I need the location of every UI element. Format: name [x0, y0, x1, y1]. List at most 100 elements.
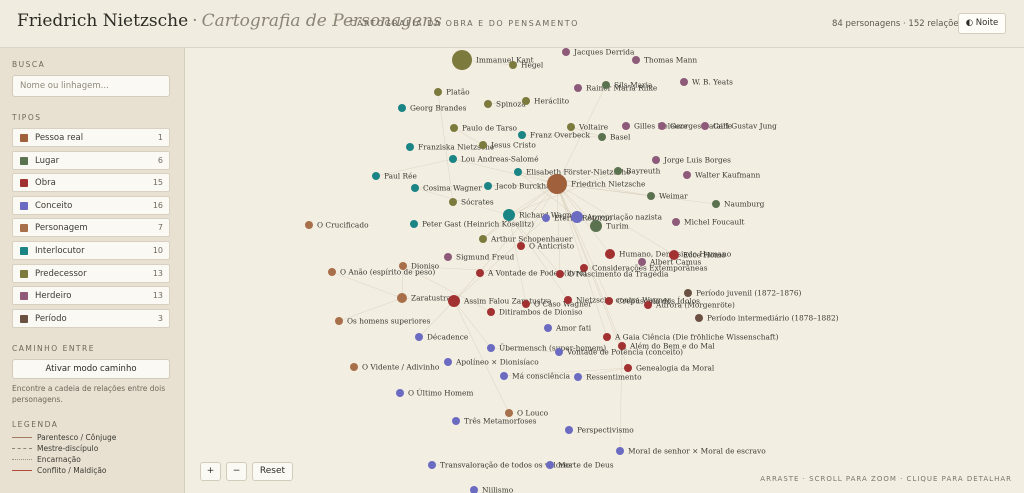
type-filter-item[interactable]: Período 3: [12, 308, 170, 328]
node-dot[interactable]: [335, 317, 343, 325]
node-dot[interactable]: [658, 122, 666, 130]
graph-node[interactable]: Apropriação nazista: [571, 211, 663, 223]
node-dot[interactable]: [328, 268, 336, 276]
graph-node[interactable]: Morte de Deus: [546, 461, 614, 470]
node-dot[interactable]: [544, 324, 552, 332]
node-dot[interactable]: [517, 242, 525, 250]
graph-node[interactable]: Ecce Homo: [669, 250, 726, 260]
node-dot[interactable]: [547, 174, 567, 194]
graph-node[interactable]: Sócrates: [449, 198, 494, 207]
type-filter-item[interactable]: Pessoa real 1: [12, 128, 170, 147]
type-filter-item[interactable]: Lugar 6: [12, 150, 170, 170]
node-dot[interactable]: [680, 78, 688, 86]
graph-node[interactable]: Vontade de Potência (conceito): [555, 348, 683, 357]
node-dot[interactable]: [487, 308, 495, 316]
graph-node[interactable]: Basel: [598, 133, 631, 142]
graph-node[interactable]: Michel Foucault: [672, 218, 745, 227]
node-dot[interactable]: [567, 123, 575, 131]
node-dot[interactable]: [406, 143, 414, 151]
node-dot[interactable]: [500, 372, 508, 380]
graph-node[interactable]: Décadence: [415, 333, 468, 342]
node-dot[interactable]: [444, 358, 452, 366]
graph-node[interactable]: Bayreuth: [614, 167, 661, 176]
node-dot[interactable]: [470, 486, 478, 493]
graph-node[interactable]: Immanuel Kant: [452, 50, 534, 70]
graph-node[interactable]: Assim Falou Zaratustra: [448, 295, 552, 307]
graph-node[interactable]: Turim: [590, 220, 629, 232]
node-dot[interactable]: [605, 249, 615, 259]
graph-node[interactable]: Franz Overbeck: [518, 131, 590, 140]
graph-node[interactable]: Albert Camus: [638, 258, 701, 267]
node-dot[interactable]: [574, 373, 582, 381]
type-filter-item[interactable]: Predecessor 13: [12, 263, 170, 283]
graph-node[interactable]: Jesus Cristo: [479, 141, 536, 150]
node-dot[interactable]: [590, 220, 602, 232]
graph-node[interactable]: Übermensch (super-homem): [487, 344, 606, 353]
graph-canvas[interactable]: Immanuel Kant Hegel Jacques Derrida Thomas …: [186, 48, 1024, 493]
graph-node[interactable]: Spinoza: [484, 100, 526, 109]
graph-node[interactable]: Período intermediário (1878–1882): [695, 314, 839, 323]
node-dot[interactable]: [712, 200, 720, 208]
reset-button[interactable]: Reset: [252, 462, 293, 481]
node-dot[interactable]: [509, 61, 517, 69]
graph-node[interactable]: Perspectivismo: [565, 426, 634, 435]
graph-node[interactable]: Paulo de Tarso: [450, 124, 518, 133]
graph-node[interactable]: Nietzsche contra Wagner: [564, 296, 671, 305]
node-dot[interactable]: [647, 192, 655, 200]
node-dot[interactable]: [484, 100, 492, 108]
graph-node[interactable]: O Vidente / Adivinho: [350, 363, 440, 372]
type-filter-item[interactable]: Interlocutor 10: [12, 240, 170, 260]
path-mode-button[interactable]: Ativar modo caminho: [12, 359, 170, 379]
graph-node[interactable]: Franziska Nietzsche: [406, 143, 494, 152]
node-dot[interactable]: [616, 447, 624, 455]
node-dot[interactable]: [434, 88, 442, 96]
graph-node[interactable]: Rainer Maria Rilke: [574, 84, 657, 93]
node-dot[interactable]: [476, 269, 484, 277]
graph-node[interactable]: Período juvenil (1872–1876): [684, 289, 802, 298]
node-dot[interactable]: [518, 131, 526, 139]
type-filter-item[interactable]: Personagem 7: [12, 218, 170, 238]
graph-node[interactable]: Georg Brandes: [398, 104, 467, 113]
node-dot[interactable]: [556, 270, 564, 278]
node-dot[interactable]: [580, 264, 588, 272]
graph-node[interactable]: Hegel: [509, 61, 544, 70]
node-dot[interactable]: [522, 97, 530, 105]
node-dot[interactable]: [701, 122, 709, 130]
node-dot[interactable]: [695, 314, 703, 322]
node-dot[interactable]: [503, 209, 515, 221]
graph-node[interactable]: Niilismo: [470, 486, 514, 493]
graph-node[interactable]: Três Metamorfoses: [452, 417, 537, 426]
node-dot[interactable]: [410, 220, 418, 228]
node-dot[interactable]: [450, 124, 458, 132]
type-filter-item[interactable]: Herdeiro 13: [12, 286, 170, 306]
type-filter-item[interactable]: Conceito 16: [12, 195, 170, 215]
node-dot[interactable]: [487, 344, 495, 352]
graph-node[interactable]: W. B. Yeats: [680, 78, 733, 87]
node-dot[interactable]: [684, 289, 692, 297]
type-filter-item[interactable]: Obra 15: [12, 173, 170, 193]
node-dot[interactable]: [397, 293, 407, 303]
graph-node[interactable]: Friedrich Nietzsche: [547, 174, 645, 194]
node-dot[interactable]: [448, 295, 460, 307]
node-dot[interactable]: [396, 389, 404, 397]
graph-node[interactable]: O Anão (espírito de peso): [328, 268, 435, 277]
graph-node[interactable]: Transvaloração de todos os valores: [428, 461, 572, 470]
node-dot[interactable]: [564, 296, 572, 304]
node-dot[interactable]: [479, 141, 487, 149]
node-dot[interactable]: [428, 461, 436, 469]
graph-node[interactable]: O Anticristo: [517, 242, 575, 251]
node-dot[interactable]: [644, 301, 652, 309]
zoom-in-button[interactable]: +: [200, 462, 221, 481]
node-dot[interactable]: [624, 364, 632, 372]
graph-node[interactable]: A Vontade de Poder (livro): [476, 269, 587, 278]
node-dot[interactable]: [669, 250, 679, 260]
node-dot[interactable]: [411, 184, 419, 192]
node-dot[interactable]: [614, 167, 622, 175]
node-dot[interactable]: [350, 363, 358, 371]
graph-node[interactable]: Crepúsculo dos Ídolos: [605, 297, 700, 306]
node-dot[interactable]: [632, 56, 640, 64]
node-dot[interactable]: [605, 297, 613, 305]
graph-node[interactable]: Dioniso: [399, 262, 440, 271]
node-dot[interactable]: [618, 342, 626, 350]
